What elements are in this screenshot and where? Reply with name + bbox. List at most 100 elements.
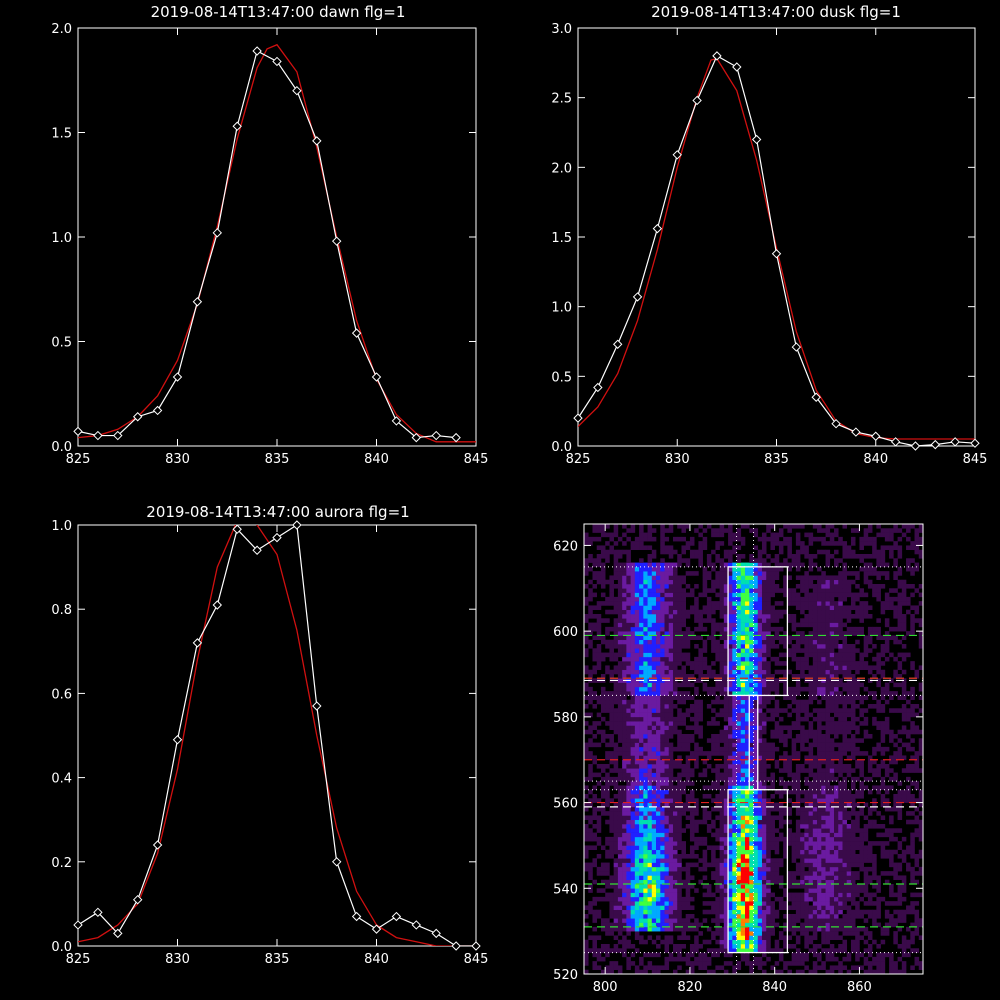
heatmap-cell (812, 854, 818, 859)
heatmap-cell (834, 635, 839, 641)
heatmap-cell (605, 532, 610, 538)
heatmap-cell (795, 691, 801, 696)
heatmap-cell (808, 584, 814, 589)
heatmap-cell (592, 798, 598, 803)
heatmap-cell (745, 926, 750, 932)
heatmap-cell (584, 828, 589, 833)
heatmap-cell (838, 789, 843, 795)
heatmap-cell (804, 592, 809, 598)
heatmap-cell (749, 562, 754, 568)
heatmap-cell (723, 909, 729, 915)
heatmap-cell (626, 922, 631, 928)
heatmap-cell (630, 704, 636, 709)
heatmap-cell (622, 524, 627, 529)
heatmap-cell (753, 845, 759, 851)
heatmap-cell (626, 956, 631, 962)
heatmap-cell (804, 909, 809, 915)
heatmap-cell (732, 824, 737, 829)
heatmap-cell (804, 768, 809, 773)
heatmap-cell (838, 755, 843, 761)
heatmap-cell (761, 592, 767, 598)
heatmap-cell (617, 858, 623, 863)
heatmap-cell (787, 545, 792, 551)
heatmap-cell (702, 759, 708, 765)
heatmap-cell (647, 871, 653, 876)
heatmap-cell (795, 854, 801, 859)
heatmap-cell (804, 686, 809, 692)
heatmap-cell (757, 571, 763, 576)
heatmap-cell (812, 614, 818, 619)
heatmap-cell (732, 845, 737, 851)
heatmap-cell (613, 691, 619, 696)
heatmap-cell (740, 815, 746, 821)
heatmap-cell (728, 708, 733, 713)
heatmap-cell (643, 661, 648, 666)
heatmap-cell (829, 764, 835, 769)
heatmap-cell (677, 901, 682, 906)
heatmap-cell (821, 648, 826, 653)
heatmap-cell (626, 669, 631, 675)
heatmap-cell (643, 721, 648, 726)
heatmap-cell (821, 918, 826, 923)
heatmap-cell (719, 524, 725, 529)
heatmap-cell (804, 926, 809, 932)
heatmap-cell (626, 871, 631, 876)
heatmap-cell (588, 712, 593, 718)
heatmap-cell (588, 566, 593, 572)
heatmap-cell (825, 605, 831, 611)
heatmap-cell (783, 609, 788, 615)
heatmap-cell (584, 776, 589, 782)
heatmap-cell (791, 652, 797, 658)
heatmap-cell (838, 918, 843, 923)
heatmap-cell (728, 798, 733, 803)
heatmap-cell (719, 828, 725, 833)
heatmap-cell (766, 708, 771, 713)
heatmap-cell (732, 691, 737, 696)
heatmap-cell (757, 618, 763, 623)
heatmap-cell (800, 892, 805, 898)
heatmap-cell (681, 622, 686, 628)
heatmap-cell (774, 764, 780, 769)
heatmap-cell (715, 579, 720, 585)
heatmap-cell (647, 575, 653, 581)
heatmap-cell (702, 866, 708, 872)
heatmap-cell (804, 674, 809, 679)
heatmap-cell (732, 721, 737, 726)
heatmap-cell (838, 922, 843, 928)
heatmap-cell (643, 644, 648, 649)
heatmap-cell (749, 961, 754, 966)
heatmap-cell (774, 618, 780, 623)
heatmap-cell (821, 631, 826, 636)
heatmap-cell (651, 892, 657, 898)
heatmap-cell (588, 554, 593, 559)
heatmap-cell (609, 588, 614, 593)
heatmap-cell (736, 785, 742, 791)
heatmap-cell (584, 686, 589, 692)
heatmap-cell (723, 794, 729, 799)
heatmap-cell (749, 755, 754, 761)
heatmap-cell (630, 961, 636, 966)
heatmap-cell (647, 781, 653, 786)
heatmap-cell (728, 532, 733, 538)
heatmap-cell (651, 626, 657, 632)
heatmap-cell (821, 746, 826, 752)
heatmap-cell (668, 841, 674, 846)
heatmap-cell (647, 896, 653, 902)
heatmap-cell (749, 601, 754, 606)
heatmap-cell (643, 686, 648, 692)
heatmap-cell (787, 635, 792, 641)
heatmap-cell (630, 841, 636, 846)
heatmap-cell (660, 674, 665, 679)
heatmap-cell (719, 751, 725, 756)
heatmap-cell (660, 579, 665, 585)
heatmap-cell (596, 764, 602, 769)
heatmap-cell (677, 734, 682, 739)
heatmap-cell (643, 545, 648, 551)
heatmap-cell (732, 969, 737, 975)
heatmap-cell (617, 652, 623, 658)
heatmap-cell (791, 746, 797, 752)
heatmap-cell (622, 596, 627, 602)
heatmap-cell (757, 909, 763, 915)
heatmap-cell (643, 845, 648, 851)
heatmap-cell (774, 836, 780, 842)
